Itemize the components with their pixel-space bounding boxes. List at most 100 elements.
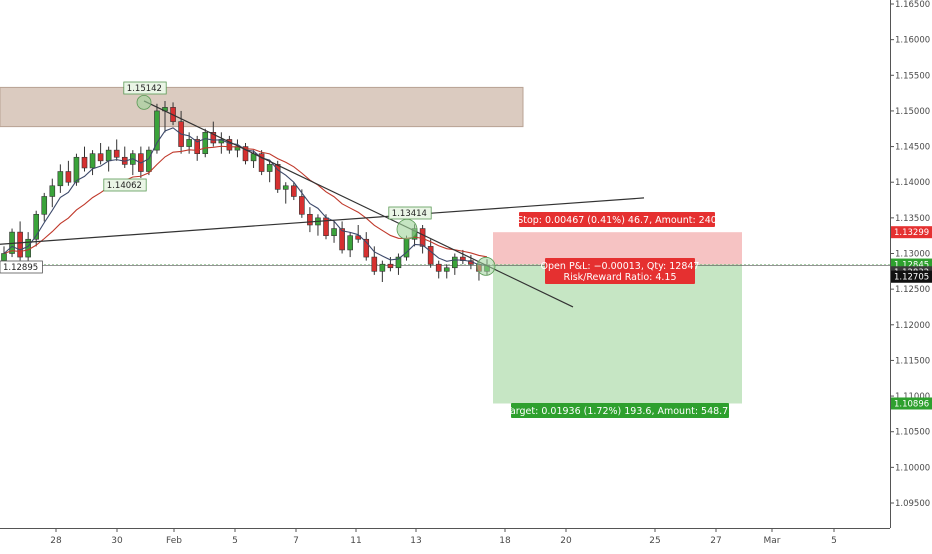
- time-axis[interactable]: [0, 529, 890, 550]
- candle-body[interactable]: [113, 149, 120, 158]
- candle-body[interactable]: [451, 256, 458, 269]
- candle-body[interactable]: [387, 263, 394, 269]
- price-tick-label: 1.10500: [895, 428, 930, 438]
- candle-body[interactable]: [339, 228, 345, 251]
- target-price-tag[interactable]: [891, 397, 932, 410]
- candle-body[interactable]: [274, 164, 281, 190]
- time-tick-label: 20: [560, 536, 572, 546]
- time-tick-label: 11: [350, 536, 361, 546]
- low-label[interactable]: [103, 178, 147, 192]
- candle-body[interactable]: [258, 153, 265, 172]
- candle-body[interactable]: [242, 146, 249, 162]
- entry-price-tag-text: 1.12845: [894, 261, 929, 271]
- time-tick-label: 13: [410, 536, 421, 546]
- target-label-text: Target: 0.01936 (1.72%) 193.6, Amount: 5…: [505, 406, 735, 417]
- price-tick-label: 1.09500: [895, 499, 930, 509]
- time-tick-label: 25: [649, 536, 660, 546]
- touch-circle[interactable]: [136, 94, 152, 110]
- touch-circle[interactable]: [396, 218, 418, 240]
- price-tick-label: 1.16000: [895, 36, 930, 46]
- candle-body[interactable]: [363, 238, 370, 258]
- time-tick-label: Mar: [764, 536, 781, 546]
- candle-body[interactable]: [154, 110, 160, 151]
- candle-body[interactable]: [427, 246, 434, 265]
- candle-body[interactable]: [1, 253, 7, 261]
- price-tick-label: 1.13500: [895, 214, 930, 224]
- price-tick-label: 1.16500: [895, 0, 930, 10]
- candle-body[interactable]: [33, 213, 40, 240]
- target-price-tag-text: 1.10896: [894, 399, 929, 409]
- candle-body[interactable]: [290, 185, 297, 197]
- price-tick-label: 1.12500: [895, 285, 930, 295]
- candle-body[interactable]: [282, 185, 289, 190]
- price-tick-label: 1.10000: [895, 463, 930, 473]
- time-tick-label: 27: [710, 536, 721, 546]
- price-tick-label: 1.14000: [895, 178, 930, 188]
- candle-body[interactable]: [226, 139, 233, 151]
- candle-body[interactable]: [41, 196, 48, 215]
- candle-body[interactable]: [81, 156, 88, 169]
- candle-body[interactable]: [146, 149, 152, 172]
- touch-label[interactable]: [388, 206, 432, 220]
- touch-label-text: 1.13414: [392, 209, 427, 219]
- candle-body[interactable]: [419, 228, 426, 247]
- pnl-label-text: Open P&L: −0.00013, Qty: 12847: [541, 261, 700, 272]
- candle-body[interactable]: [435, 263, 442, 272]
- low-label-text: 1.14062: [107, 181, 142, 191]
- pnl-label-text: Risk/Reward Ratio: 4.15: [563, 272, 676, 283]
- candle-body[interactable]: [89, 153, 96, 169]
- candle-body[interactable]: [331, 228, 337, 236]
- candle-body[interactable]: [57, 171, 64, 187]
- time-tick-label: 7: [293, 536, 299, 546]
- time-tick-label: 30: [111, 536, 123, 546]
- target-label[interactable]: [511, 403, 729, 418]
- uptrend-line[interactable]: [0, 197, 645, 245]
- left-price-label[interactable]: [0, 260, 43, 274]
- candle-body[interactable]: [97, 153, 104, 162]
- price-tick-label: 1.11000: [895, 392, 930, 402]
- time-tick-label: 28: [50, 536, 62, 546]
- candle-body[interactable]: [371, 256, 378, 272]
- low-price-tag[interactable]: [891, 270, 932, 283]
- price-tick-label: 1.14500: [895, 143, 930, 153]
- stop-price-tag-text: 1.13299: [894, 228, 929, 238]
- price-tick-label: 1.13000: [895, 250, 930, 260]
- candle-body[interactable]: [17, 231, 23, 258]
- stop-label-text: Stop: 0.00467 (0.41%) 46.7, Amount: 240: [517, 215, 717, 226]
- candle-body[interactable]: [65, 171, 72, 183]
- time-tick-label: 18: [499, 536, 511, 546]
- price-tick-label: 1.15000: [895, 107, 930, 117]
- time-tick-label: 5: [232, 536, 238, 546]
- price-tick-label: 1.11500: [895, 356, 930, 366]
- stop-label[interactable]: [519, 212, 715, 227]
- low-price-tag-text: 1.12705: [894, 273, 929, 283]
- candle-body[interactable]: [443, 267, 450, 272]
- candle-body[interactable]: [49, 185, 56, 197]
- candle-body[interactable]: [299, 196, 305, 215]
- candle-body[interactable]: [73, 156, 80, 183]
- resistance-zone[interactable]: [0, 86, 524, 128]
- time-tick-label: Feb: [166, 536, 182, 546]
- candle-body[interactable]: [266, 164, 273, 172]
- candle-body[interactable]: [105, 149, 112, 162]
- candle-body[interactable]: [395, 256, 402, 269]
- candle-body[interactable]: [194, 139, 200, 154]
- high-label-text: 1.15142: [127, 84, 162, 94]
- candle-body[interactable]: [202, 132, 209, 154]
- candle-body[interactable]: [379, 263, 386, 272]
- pnl-label[interactable]: [545, 258, 695, 284]
- high-label[interactable]: [123, 81, 167, 95]
- candle-body[interactable]: [347, 235, 353, 251]
- stop-price-tag[interactable]: [891, 226, 932, 239]
- target-zone[interactable]: [493, 264, 742, 404]
- candle-body[interactable]: [210, 132, 217, 144]
- left-price-label-text: 1.12895: [3, 263, 38, 273]
- downtrend-line[interactable]: [143, 100, 574, 308]
- price-tick-label: 1.15500: [895, 71, 930, 81]
- candle-body[interactable]: [307, 213, 313, 226]
- time-tick-label: 5: [831, 536, 837, 546]
- touch-circle[interactable]: [476, 256, 496, 276]
- candle-body[interactable]: [186, 139, 192, 147]
